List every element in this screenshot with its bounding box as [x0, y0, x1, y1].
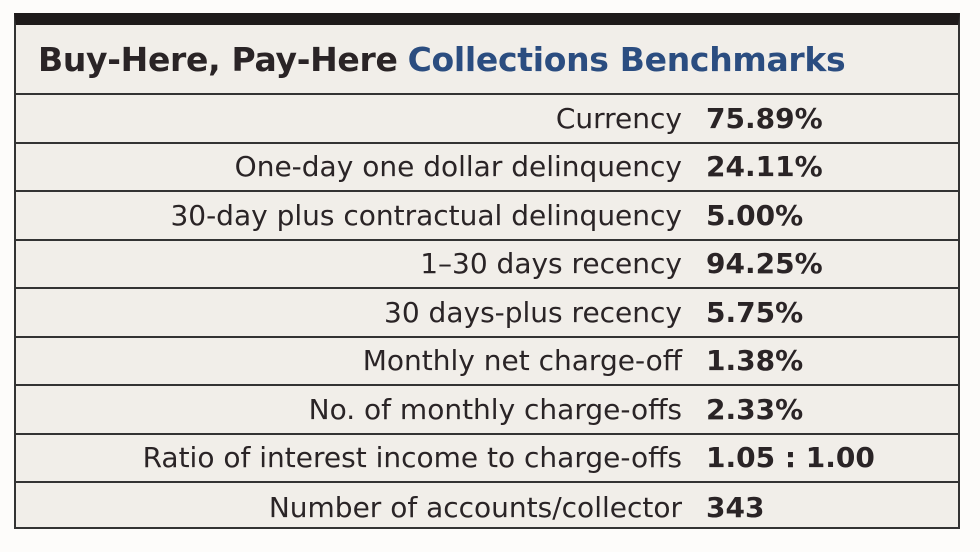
row-label: One-day one dollar delinquency — [234, 150, 682, 184]
row-label: 30 days-plus recency — [384, 295, 682, 329]
table-row: 1–30 days recency 94.25% — [16, 241, 958, 289]
row-value: 343 — [706, 490, 765, 524]
row-value: 1.38% — [706, 344, 804, 378]
table-row: 30-day plus contractual delinquency 5.00% — [16, 192, 958, 241]
row-label: Currency — [555, 101, 682, 135]
row-label: 1–30 days recency — [420, 247, 682, 281]
row-value: 24.11% — [706, 150, 823, 184]
row-value: 5.00% — [706, 198, 804, 232]
table-title: Buy-Here, Pay-Here Collections Benchmark… — [16, 25, 958, 95]
row-value: 75.89% — [706, 101, 823, 135]
row-value: 94.25% — [706, 247, 823, 281]
row-value: 5.75% — [706, 295, 804, 329]
row-label: No. of monthly charge-offs — [308, 392, 682, 426]
row-label: 30-day plus contractual delinquency — [170, 198, 682, 232]
row-label: Number of accounts/collector — [268, 490, 682, 524]
row-value: 2.33% — [706, 392, 804, 426]
row-label: Ratio of interest income to charge-offs — [142, 441, 682, 475]
table-row: Monthly net charge-off 1.38% — [16, 338, 958, 386]
table-row: 30 days-plus recency 5.75% — [16, 289, 958, 338]
benchmarks-table: Buy-Here, Pay-Here Collections Benchmark… — [14, 13, 960, 529]
title-part-blue: Collections Benchmarks — [407, 39, 846, 79]
table-row: Ratio of interest income to charge-offs 1… — [16, 435, 958, 483]
table-row: Number of accounts/collector 343 — [16, 483, 958, 532]
table-row: One-day one dollar delinquency 24.11% — [16, 144, 958, 192]
row-label: Monthly net charge-off — [362, 344, 682, 378]
row-value: 1.05 : 1.00 — [706, 441, 875, 475]
title-part-dark: Buy-Here, Pay-Here — [38, 39, 398, 79]
table-row: No. of monthly charge-offs 2.33% — [16, 386, 958, 435]
table-row: Currency 75.89% — [16, 95, 958, 144]
